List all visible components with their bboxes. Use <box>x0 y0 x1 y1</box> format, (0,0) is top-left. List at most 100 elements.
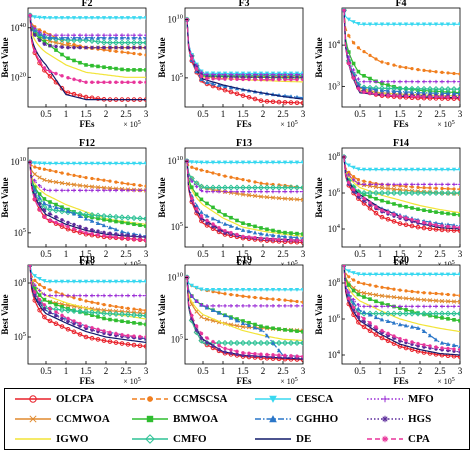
marker-triangle-up <box>246 229 252 234</box>
marker-x <box>385 294 391 299</box>
marker-triangle-down <box>433 167 439 172</box>
marker-triangle-down <box>65 16 71 21</box>
marker-star <box>247 77 251 82</box>
marker-triangle-down <box>409 22 415 27</box>
marker-triangle-down <box>415 22 421 27</box>
tick-base: 10 <box>168 272 178 282</box>
marker-triangle-up <box>222 313 228 318</box>
marker-star <box>190 196 194 201</box>
marker-triangle-up <box>373 87 379 92</box>
marker-plus <box>194 184 199 189</box>
marker-triangle-down <box>101 161 107 166</box>
marker-star <box>96 45 100 50</box>
marker-star <box>301 238 303 243</box>
marker-triangle-down <box>373 167 379 172</box>
marker-square <box>362 192 366 197</box>
marker-plus <box>283 189 287 194</box>
marker-plus <box>259 304 263 308</box>
marker-plus <box>404 182 408 187</box>
marker-diamond <box>94 38 102 45</box>
marker-star <box>223 75 227 79</box>
marker-square <box>37 36 42 40</box>
tick-base: 10 <box>328 81 338 91</box>
marker-star <box>138 237 142 242</box>
marker-plus <box>190 294 194 298</box>
marker-triangle-up <box>439 91 445 96</box>
marker-plus <box>66 293 70 298</box>
series-group <box>185 274 303 363</box>
marker-dot <box>440 186 444 191</box>
marker-triangle-up <box>367 312 373 317</box>
marker-triangle-down <box>415 272 421 277</box>
marker-dot <box>351 174 356 179</box>
marker-star <box>78 321 82 326</box>
marker-square <box>422 208 426 213</box>
marker-star <box>368 91 372 96</box>
marker-diamond <box>378 310 386 317</box>
marker-diamond <box>82 308 90 315</box>
tick-base: 10 <box>328 350 338 360</box>
marker-star <box>446 224 450 229</box>
marker-circle <box>385 216 391 222</box>
marker-dot <box>356 280 361 284</box>
marker-plus <box>253 304 257 308</box>
series-line-cpa <box>29 162 146 241</box>
marker-triangle-up <box>427 333 433 338</box>
marker-dot <box>428 69 432 73</box>
marker-dot <box>452 187 456 191</box>
marker-star <box>114 45 118 50</box>
marker-plus <box>458 182 460 187</box>
marker-star <box>386 331 390 336</box>
marker-triangle-up <box>228 315 234 320</box>
marker-plus <box>440 304 444 309</box>
marker-dot <box>368 180 372 185</box>
marker-triangle-up <box>83 35 89 40</box>
marker-triangle-down <box>361 272 367 277</box>
marker-plus <box>90 188 94 193</box>
marker-diamond <box>408 189 416 197</box>
marker-star <box>362 199 366 203</box>
tick-base: 10 <box>14 332 24 342</box>
marker-diamond <box>106 310 114 317</box>
marker-dot <box>37 282 42 287</box>
marker-square <box>48 200 52 204</box>
x-tick-label: 1.5 <box>80 366 92 376</box>
x-tick-label: 0.5 <box>354 366 366 376</box>
x-tick-label: 1.5 <box>394 366 406 376</box>
marker-triangle-down <box>37 15 42 20</box>
marker-triangle-down <box>252 287 258 292</box>
marker-square <box>253 322 257 327</box>
marker-dot <box>90 300 94 304</box>
marker-triangle-down <box>95 16 101 21</box>
marker-triangle-up <box>240 320 246 325</box>
tick-exp: 10 <box>20 156 27 163</box>
marker-circle <box>47 74 53 79</box>
marker-square <box>114 318 118 323</box>
marker-circle <box>270 99 276 105</box>
marker-square <box>368 194 372 199</box>
marker-star <box>211 74 215 79</box>
tick-exp: 10 <box>177 14 184 21</box>
marker-triangle-up <box>300 235 303 240</box>
marker-dot <box>72 296 76 300</box>
marker-diamond <box>384 310 392 317</box>
x-tick-label: 2.5 <box>434 366 446 376</box>
marker-circle <box>415 224 421 230</box>
marker-x <box>270 195 276 200</box>
marker-dot <box>108 304 112 308</box>
marker-diamond <box>444 310 452 317</box>
marker-plus <box>96 188 100 193</box>
marker-plus <box>452 182 456 187</box>
marker-x <box>258 194 264 199</box>
marker-triangle-down <box>199 287 204 292</box>
marker-square <box>446 317 450 321</box>
marker-star <box>217 343 221 348</box>
marker-dot <box>37 28 42 32</box>
marker-square <box>33 286 37 291</box>
marker-square <box>96 64 100 69</box>
x-exponent-base: × 10 <box>280 120 295 129</box>
marker-triangle-down <box>270 160 276 165</box>
marker-star <box>33 292 37 297</box>
marker-star <box>342 8 346 13</box>
marker-triangle-down <box>397 272 403 277</box>
